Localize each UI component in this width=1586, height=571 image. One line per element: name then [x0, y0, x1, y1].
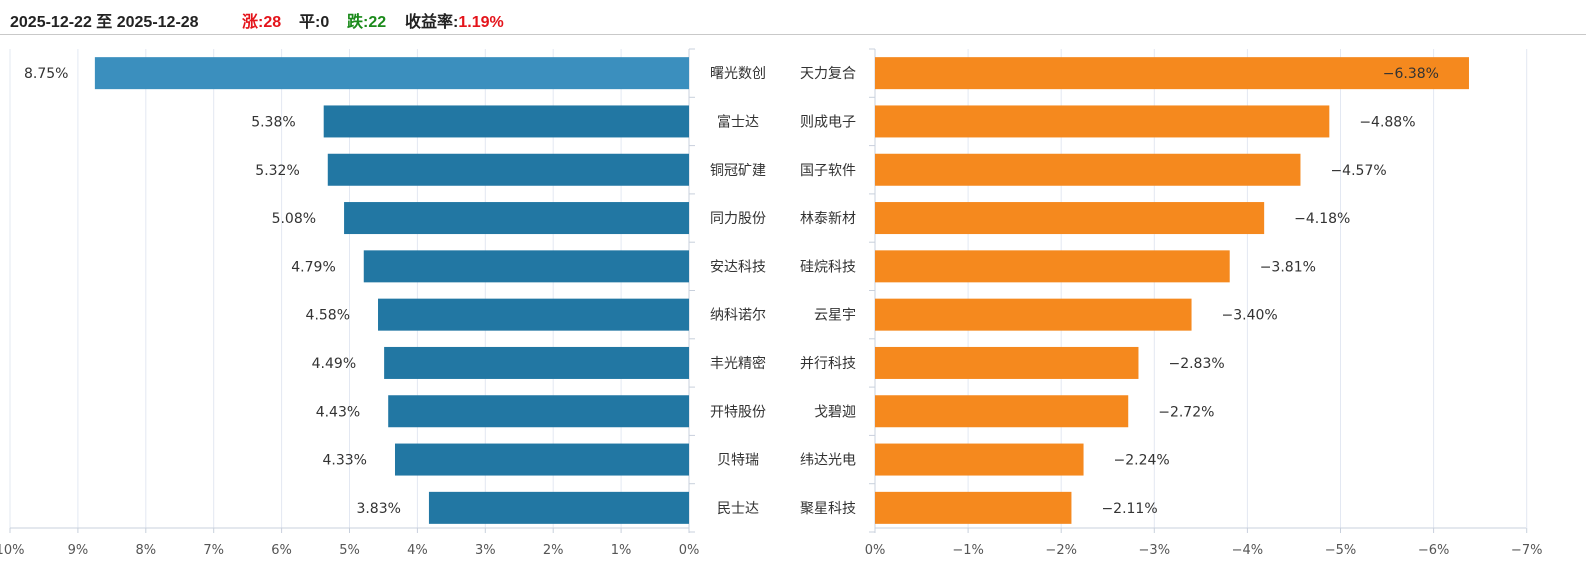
loser-category-label: 戈碧迦 [814, 404, 856, 420]
loser-bar [875, 346, 1139, 379]
gainer-bar [94, 57, 689, 90]
flat-value: 0 [320, 14, 330, 31]
loser-category-label: 国子软件 [800, 163, 856, 179]
loser-bar [875, 298, 1192, 331]
down-value: 22 [368, 14, 387, 31]
gainer-bar [428, 491, 689, 524]
loser-value-label: −4.88% [1359, 114, 1415, 130]
return-value: 1.19% [458, 14, 504, 31]
up-value: 28 [263, 14, 282, 31]
loser-category-label: 则成电子 [800, 114, 856, 130]
loser-value-label: −6.38% [1383, 66, 1439, 82]
x-tick-label-left: 4% [407, 543, 428, 558]
down-count: 跌:22 [347, 8, 386, 32]
x-tick-label-right: −7% [1511, 543, 1543, 558]
x-tick-label-right: 0% [865, 543, 886, 558]
gainer-category-label: 贝特瑞 [717, 453, 759, 469]
loser-category-label: 云星宇 [814, 308, 856, 324]
loser-bar [875, 57, 1469, 90]
x-tick-label-right: −5% [1325, 543, 1357, 558]
gainer-category-label: 开特股份 [710, 404, 766, 420]
loser-value-label: −4.57% [1330, 163, 1386, 179]
x-tick-label-left: 1% [611, 543, 632, 558]
x-tick-label-right: −3% [1139, 543, 1171, 558]
x-tick-label-right: −1% [952, 543, 984, 558]
loser-value-label: −2.11% [1101, 501, 1157, 517]
gainer-value-label: 4.79% [291, 259, 335, 275]
gainer-category-label: 纳科诺尔 [710, 308, 766, 324]
x-tick-label-left: 0% [679, 543, 700, 558]
x-tick-label-right: −6% [1418, 543, 1450, 558]
loser-category-label: 纬达光电 [800, 453, 856, 469]
return-label: 收益率: [405, 14, 459, 31]
x-tick-label-left: 2% [543, 543, 564, 558]
gainer-category-label: 安达科技 [710, 259, 766, 275]
flat-count: 平:0 [299, 8, 329, 32]
x-tick-label-left: 7% [203, 543, 224, 558]
loser-bar [875, 202, 1265, 235]
loser-bar [875, 443, 1084, 476]
return-rate: 收益率:1.19% [405, 8, 504, 32]
gainer-bar [344, 202, 689, 235]
loser-value-label: −2.83% [1168, 356, 1224, 372]
gainer-value-label: 5.08% [272, 211, 316, 227]
gainer-value-label: 4.49% [312, 356, 356, 372]
loser-value-label: −3.40% [1222, 308, 1278, 324]
loser-category-label: 并行科技 [800, 356, 856, 372]
x-tick-label-left: 3% [475, 543, 496, 558]
x-tick-label-right: −4% [1232, 543, 1264, 558]
loser-category-label: 聚星科技 [800, 501, 856, 517]
x-tick-label-left: 10% [0, 543, 24, 558]
gainer-category-label: 丰光精密 [710, 355, 766, 372]
gainer-category-label: 同力股份 [710, 211, 766, 227]
x-tick-label-left: 9% [68, 543, 89, 558]
loser-category-label: 天力复合 [800, 65, 856, 82]
loser-bar [875, 250, 1230, 283]
date-range: 2025-12-22 至 2025-12-28 [10, 14, 199, 31]
gainer-category-label: 富士达 [717, 113, 759, 130]
loser-value-label: −3.81% [1260, 259, 1316, 275]
gainer-bar [394, 443, 689, 476]
loser-value-label: −2.72% [1158, 404, 1214, 420]
gainer-value-label: 3.83% [356, 501, 400, 517]
flat-label: 平: [299, 14, 321, 31]
up-label: 涨: [242, 14, 264, 31]
loser-bar [875, 491, 1072, 524]
gainer-bar [323, 105, 689, 138]
loser-value-label: −4.18% [1294, 211, 1350, 227]
down-label: 跌: [347, 14, 369, 31]
gainer-value-label: 4.43% [316, 404, 360, 420]
x-tick-label-left: 5% [339, 543, 360, 558]
loser-value-label: −2.24% [1114, 453, 1170, 469]
gainer-bar [378, 298, 689, 331]
gainer-category-label: 曙光数创 [710, 66, 766, 82]
x-tick-label-right: −2% [1045, 543, 1077, 558]
gainer-value-label: 4.58% [306, 308, 350, 324]
gainer-category-label: 民士达 [717, 501, 759, 517]
gainer-bar [327, 153, 689, 186]
gainer-bar [363, 250, 689, 283]
gainer-value-label: 4.33% [323, 453, 367, 469]
loser-category-label: 林泰新材 [800, 211, 856, 227]
gainer-bar [384, 346, 689, 379]
x-tick-label-left: 6% [271, 543, 292, 558]
up-count: 涨:28 [242, 8, 281, 32]
gainer-value-label: 8.75% [24, 66, 68, 82]
gainer-value-label: 5.32% [255, 163, 299, 179]
chart-header: 2025-12-22 至 2025-12-28 涨:28 平:0 跌:22 收益… [0, 0, 1586, 35]
loser-category-label: 硅烷科技 [800, 259, 856, 275]
loser-bar [875, 395, 1129, 428]
gainer-value-label: 5.38% [251, 114, 295, 130]
gainer-bar [388, 395, 689, 428]
loser-bar [875, 153, 1301, 186]
loser-bar [875, 105, 1330, 138]
gainer-category-label: 铜冠矿建 [710, 163, 766, 179]
x-tick-label-left: 8% [135, 543, 156, 558]
